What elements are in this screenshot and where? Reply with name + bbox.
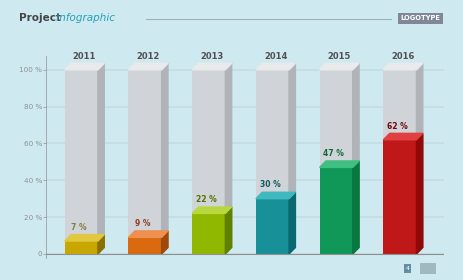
Polygon shape [225, 63, 232, 254]
Text: 9 %: 9 % [135, 219, 150, 228]
Bar [65, 70, 98, 254]
Bar [192, 213, 225, 254]
Bar [319, 167, 353, 254]
Text: Project: Project [19, 13, 61, 23]
Polygon shape [225, 207, 232, 254]
Text: 22 %: 22 % [196, 195, 217, 204]
Polygon shape [319, 161, 359, 167]
Text: 30 %: 30 % [260, 181, 280, 190]
Polygon shape [192, 207, 232, 213]
Bar [256, 199, 289, 254]
Polygon shape [383, 63, 423, 70]
Text: 2016: 2016 [391, 52, 415, 60]
Bar [129, 237, 162, 254]
Text: 2014: 2014 [264, 52, 288, 60]
Bar [65, 241, 98, 254]
Polygon shape [416, 133, 423, 254]
Polygon shape [162, 231, 168, 254]
Text: 2012: 2012 [137, 52, 160, 60]
Bar [129, 70, 162, 254]
Bar [383, 140, 416, 254]
Polygon shape [353, 63, 359, 254]
Text: Infographic: Infographic [53, 13, 115, 23]
Polygon shape [353, 161, 359, 254]
Polygon shape [319, 63, 359, 70]
Text: 2013: 2013 [200, 52, 224, 60]
Polygon shape [98, 63, 104, 254]
Polygon shape [256, 192, 295, 199]
Polygon shape [383, 133, 423, 140]
Polygon shape [65, 235, 104, 241]
Text: 4: 4 [406, 266, 409, 271]
Polygon shape [192, 63, 232, 70]
Bar [256, 70, 289, 254]
Polygon shape [256, 63, 295, 70]
Polygon shape [289, 192, 295, 254]
Polygon shape [416, 63, 423, 254]
Polygon shape [98, 235, 104, 254]
Text: 47 %: 47 % [323, 149, 344, 158]
Polygon shape [289, 63, 295, 254]
Polygon shape [129, 231, 168, 237]
Polygon shape [162, 63, 168, 254]
Text: 2015: 2015 [328, 52, 351, 60]
Text: 2011: 2011 [73, 52, 96, 60]
Bar [192, 70, 225, 254]
Bar [319, 70, 353, 254]
Text: LOGOTYPE: LOGOTYPE [400, 15, 440, 21]
Polygon shape [129, 63, 168, 70]
Text: 7 %: 7 % [71, 223, 87, 232]
Bar [383, 70, 416, 254]
Text: 62 %: 62 % [387, 122, 408, 130]
Polygon shape [65, 63, 104, 70]
